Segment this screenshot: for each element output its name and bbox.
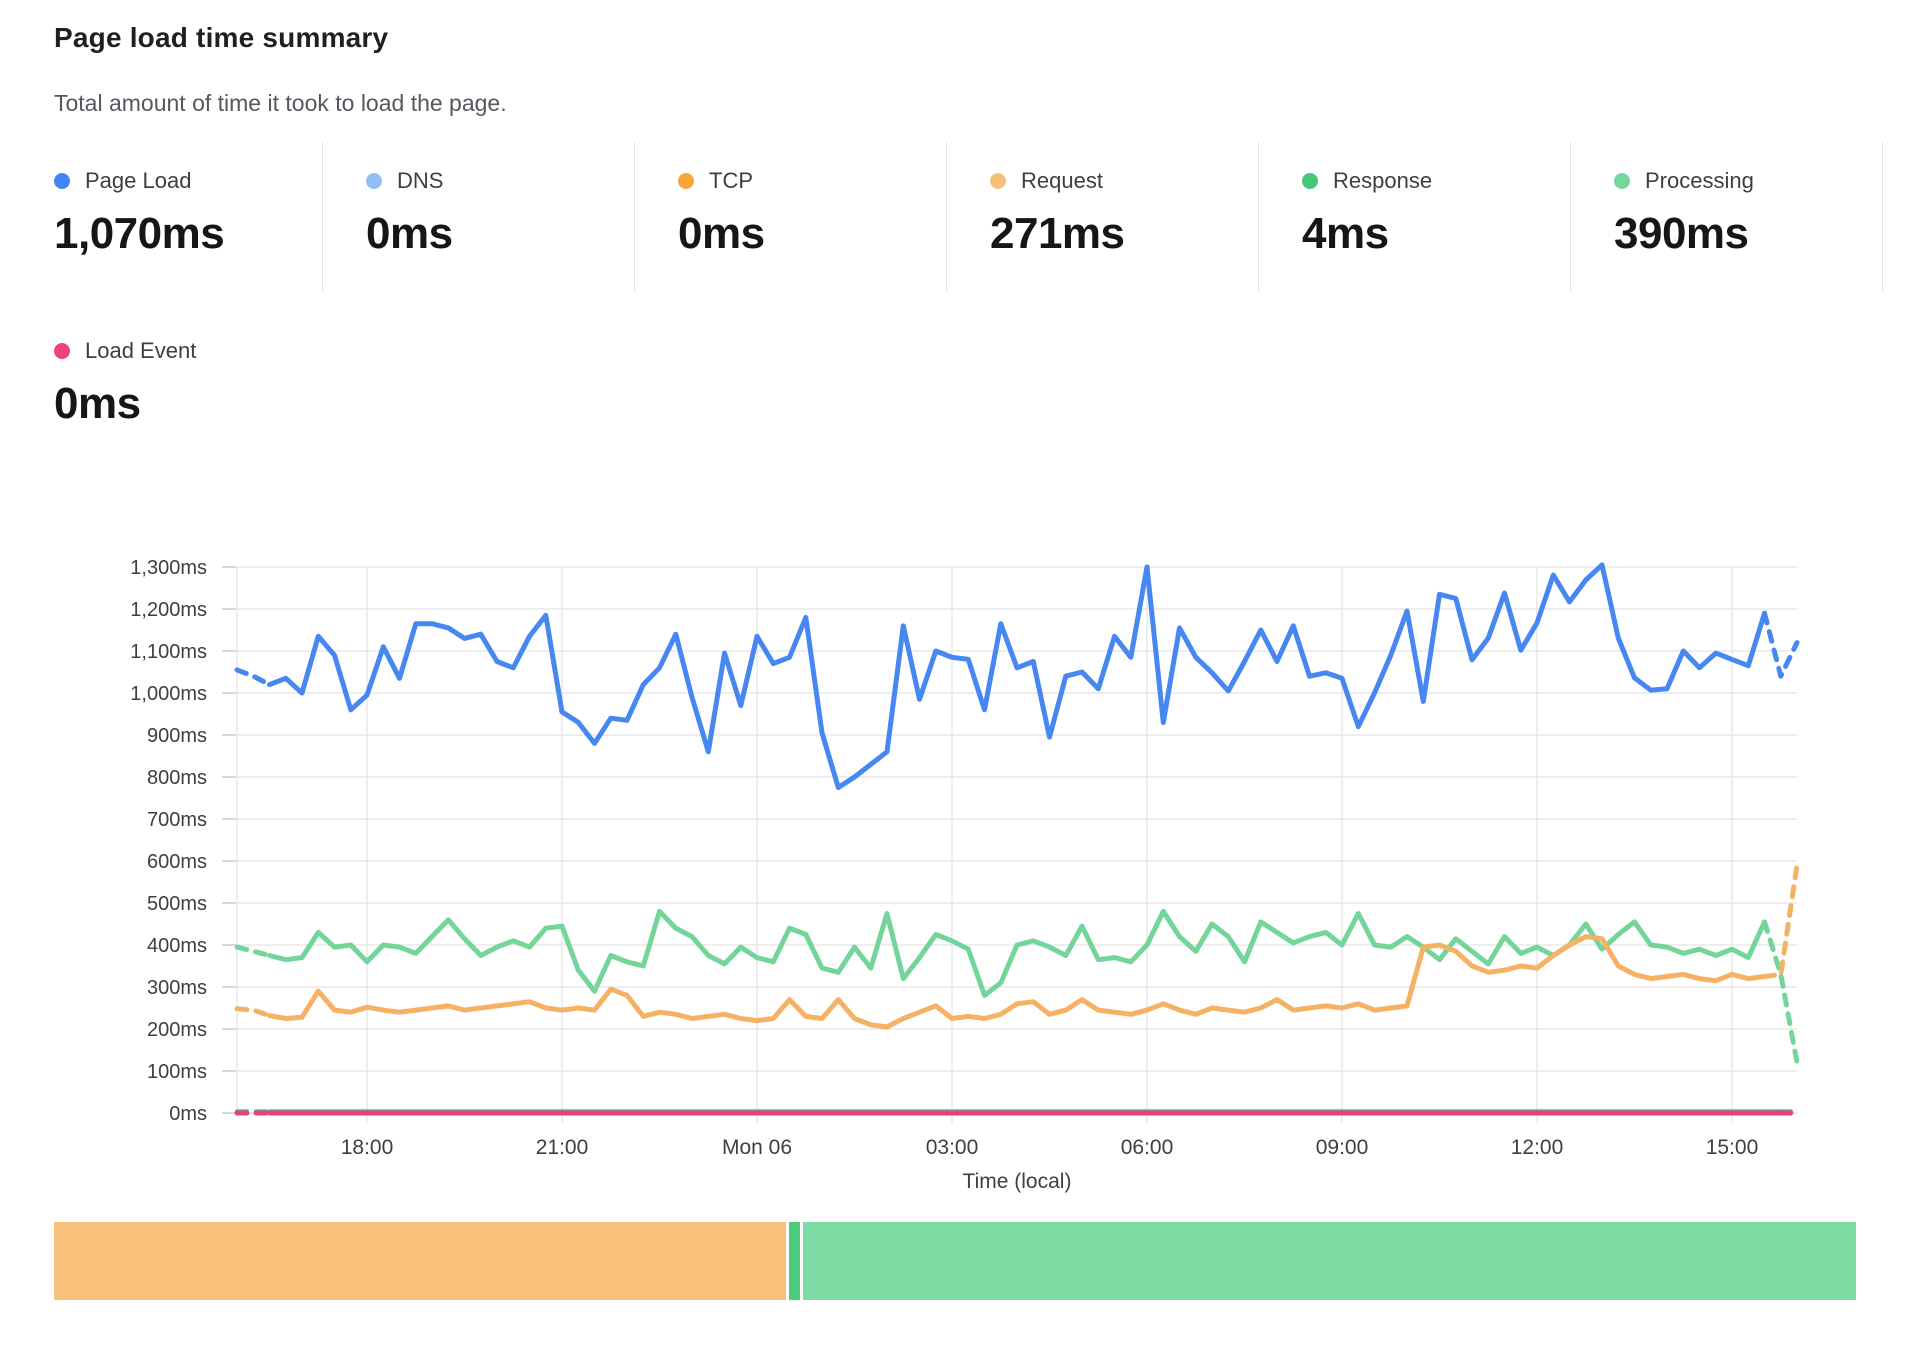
series-dashed-head-page-load — [234, 667, 272, 688]
stat-value: 0ms — [54, 379, 141, 428]
stat-label: Processing — [1645, 168, 1754, 193]
tcp-legend-dot — [678, 173, 694, 189]
y-tick-label: 800ms — [147, 767, 207, 789]
load-time-line-chart[interactable]: 0ms 100ms 200ms 300ms 400ms 500ms 600ms 700ms 80… — [0, 540, 1910, 1210]
y-tick-label: 500ms — [147, 893, 207, 915]
y-tick-label: 100ms — [147, 1061, 207, 1083]
timing-breakdown-bar[interactable] — [54, 1222, 1856, 1300]
page-subtitle: Total amount of time it took to load the… — [54, 90, 507, 116]
load-event-legend-dot — [54, 343, 70, 359]
series-dashed-tail-request — [1762, 862, 1800, 979]
stat-label: TCP — [709, 168, 753, 193]
series-line-page-load — [267, 562, 1767, 790]
y-tick-label: 200ms — [147, 1019, 207, 1041]
series-dashed-head-processing — [234, 944, 272, 958]
stat-value: 390ms — [1614, 209, 1749, 258]
y-tick-label: 0ms — [169, 1103, 207, 1125]
x-tick-label: 12:00 — [1511, 1136, 1564, 1159]
stat-value: 0ms — [678, 209, 765, 258]
response-legend-dot — [1302, 173, 1318, 189]
x-tick-label: 15:00 — [1706, 1136, 1759, 1159]
series-line-request — [267, 934, 1767, 1030]
stat-label: Response — [1333, 168, 1433, 193]
stat-label: Page Load — [85, 168, 192, 193]
timing-stats-row: Page Load 1,070ms DNS 0ms TCP 0ms Reques… — [54, 142, 1890, 292]
x-tick-label: 18:00 — [341, 1136, 394, 1159]
y-tick-label: 1,200ms — [130, 599, 207, 621]
stat-dns: DNS 0ms — [322, 142, 634, 292]
y-tick-label: 1,300ms — [130, 557, 207, 579]
x-tick-label: Mon 06 — [722, 1136, 792, 1159]
stat-label: DNS — [397, 168, 444, 193]
y-tick-label: 900ms — [147, 725, 207, 747]
y-tick-label: 400ms — [147, 935, 207, 957]
dns-legend-dot — [366, 173, 382, 189]
stat-value: 271ms — [990, 209, 1125, 258]
bar-segment-response[interactable] — [788, 1222, 800, 1300]
stat-request: Request 271ms — [946, 142, 1258, 292]
request-legend-dot — [990, 173, 1006, 189]
x-tick-label: 06:00 — [1121, 1136, 1174, 1159]
x-tick-label: 21:00 — [536, 1136, 589, 1159]
series-dashed-tail-processing — [1762, 919, 1800, 1066]
series-dashed-tail-page-load — [1762, 610, 1800, 679]
processing-legend-dot — [1614, 173, 1630, 189]
stat-label: Request — [1021, 168, 1103, 193]
stat-load-event: Load Event 0ms — [54, 312, 365, 442]
stat-value: 0ms — [366, 209, 453, 258]
y-tick-label: 1,000ms — [130, 683, 207, 705]
stat-value: 1,070ms — [54, 209, 225, 258]
bar-segment-request[interactable] — [54, 1222, 786, 1300]
stat-processing: Processing 390ms — [1570, 142, 1883, 292]
page-load-legend-dot — [54, 173, 70, 189]
stat-tcp: TCP 0ms — [634, 142, 946, 292]
y-tick-label: 600ms — [147, 851, 207, 873]
x-axis-title: Time (local) — [963, 1170, 1072, 1193]
x-tick-label: 09:00 — [1316, 1136, 1369, 1159]
x-tick-label: 03:00 — [926, 1136, 979, 1159]
series-line-processing — [267, 908, 1767, 998]
y-tick-label: 1,100ms — [130, 641, 207, 663]
series-dashed-head-request — [234, 1006, 272, 1019]
stat-response: Response 4ms — [1258, 142, 1570, 292]
y-tick-label: 300ms — [147, 977, 207, 999]
stat-label: Load Event — [85, 338, 197, 363]
chart-canvas[interactable]: 0ms 100ms 200ms 300ms 400ms 500ms 600ms 700ms 80… — [0, 540, 1910, 1210]
y-tick-label: 700ms — [147, 809, 207, 831]
page-title: Page load time summary — [54, 22, 389, 53]
bar-segment-processing[interactable] — [802, 1222, 1856, 1300]
stat-value: 4ms — [1302, 209, 1389, 258]
stat-page-load: Page Load 1,070ms — [54, 142, 322, 292]
